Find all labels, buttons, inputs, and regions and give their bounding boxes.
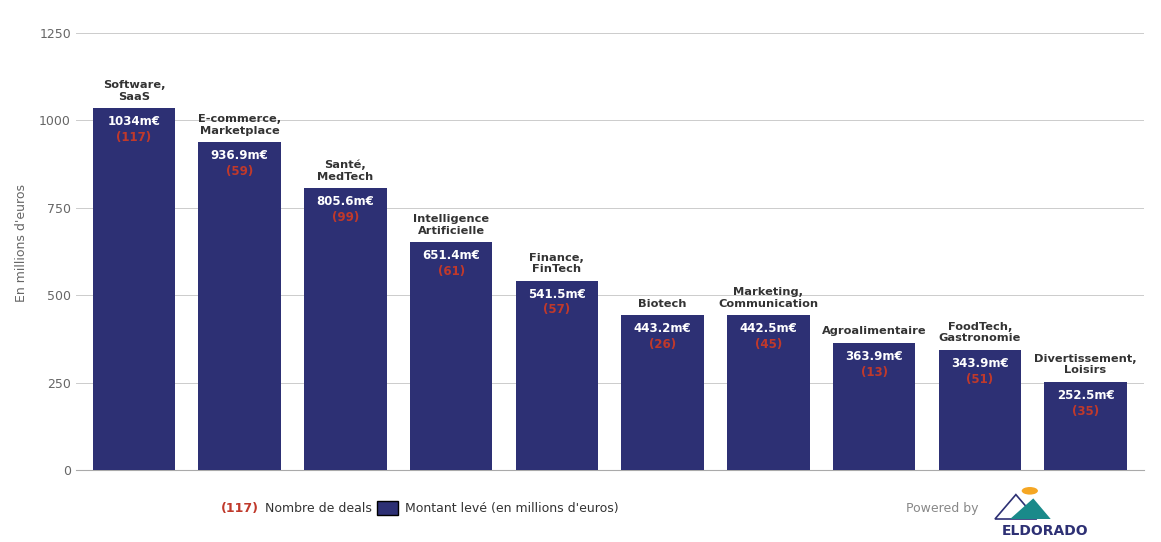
Text: Intelligence
Artificielle: Intelligence Artificielle: [413, 214, 489, 236]
Text: 651.4m€: 651.4m€: [423, 249, 479, 262]
Text: 252.5m€: 252.5m€: [1057, 389, 1115, 402]
Bar: [727, 315, 809, 470]
Text: (45): (45): [755, 338, 783, 351]
Text: (117): (117): [221, 502, 259, 515]
Text: (57): (57): [543, 304, 570, 317]
Text: 936.9m€: 936.9m€: [211, 149, 268, 162]
Text: FoodTech,
Gastronomie: FoodTech, Gastronomie: [938, 322, 1021, 344]
Text: Agroalimentaire: Agroalimentaire: [822, 326, 926, 337]
Text: Montant levé (en millions d'euros): Montant levé (en millions d'euros): [405, 502, 619, 515]
Bar: [621, 315, 704, 470]
Bar: [304, 188, 387, 470]
Bar: [199, 142, 281, 470]
Text: Software,
SaaS: Software, SaaS: [102, 80, 165, 102]
Text: Finance,
FinTech: Finance, FinTech: [529, 253, 584, 274]
Text: Powered by: Powered by: [906, 502, 978, 515]
Text: 541.5m€: 541.5m€: [528, 288, 586, 301]
Text: Biotech: Biotech: [639, 299, 687, 309]
Text: 442.5m€: 442.5m€: [740, 322, 798, 335]
Text: 805.6m€: 805.6m€: [317, 195, 374, 208]
Text: (13): (13): [860, 365, 887, 378]
Bar: [938, 350, 1021, 470]
Bar: [93, 108, 175, 470]
Text: E-commerce,
Marketplace: E-commerce, Marketplace: [199, 114, 281, 136]
Text: (26): (26): [649, 338, 676, 351]
Text: 343.9m€: 343.9m€: [951, 357, 1009, 370]
Text: 363.9m€: 363.9m€: [845, 350, 903, 363]
Text: Marketing,
Communication: Marketing, Communication: [719, 287, 819, 309]
Text: ELDORADO: ELDORADO: [1002, 525, 1089, 538]
Text: 1034m€: 1034m€: [108, 115, 160, 128]
Text: (99): (99): [332, 211, 359, 224]
Bar: [1044, 382, 1127, 470]
Text: Divertissement,
Loisirs: Divertissement, Loisirs: [1034, 354, 1137, 376]
Bar: [410, 242, 492, 470]
Text: (59): (59): [226, 165, 253, 178]
Text: (51): (51): [966, 372, 994, 385]
Text: 443.2m€: 443.2m€: [634, 322, 692, 335]
Y-axis label: En millions d'euros: En millions d'euros: [15, 184, 28, 301]
Bar: [515, 281, 598, 470]
Bar: [832, 343, 915, 470]
Text: Santé,
MedTech: Santé, MedTech: [317, 160, 374, 182]
Text: (61): (61): [438, 265, 464, 278]
Text: (117): (117): [116, 131, 152, 144]
Text: (35): (35): [1072, 404, 1099, 417]
Text: Nombre de deals: Nombre de deals: [265, 502, 372, 515]
